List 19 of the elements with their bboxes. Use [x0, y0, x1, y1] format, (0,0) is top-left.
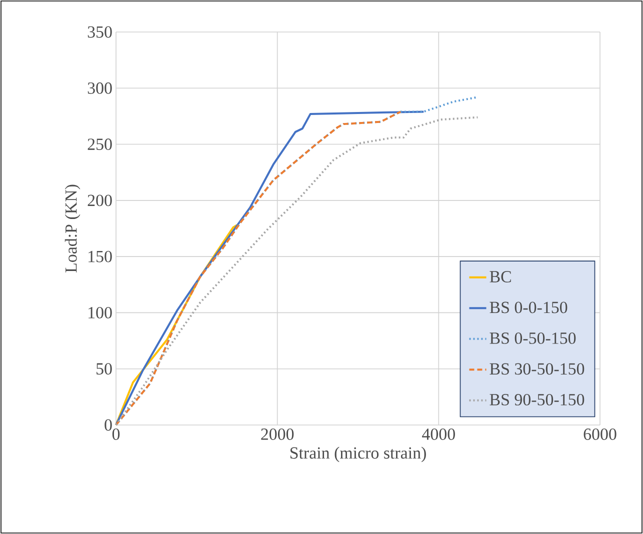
y-tick-label: 50	[96, 363, 112, 375]
x-tick-label: 2000	[261, 428, 294, 440]
legend-label: BC	[490, 271, 511, 282]
y-tick-label: 100	[88, 306, 112, 318]
y-tick-label: 350	[88, 26, 112, 38]
x-tick-label: 6000	[584, 428, 616, 440]
legend-label: BS 0-0-150	[490, 302, 568, 314]
y-tick-label: 150	[88, 250, 112, 262]
legend-label: BS 30-50-150	[490, 363, 584, 375]
y-tick-label: 200	[88, 194, 112, 206]
y-tick-label: 250	[88, 138, 112, 150]
y-tick-label: 300	[88, 82, 112, 94]
legend-label: BS 90-50-150	[490, 394, 584, 406]
x-axis-title: Strain (micro strain)	[290, 446, 426, 462]
y-tick-label: 0	[104, 419, 112, 431]
legend-label: BS 0-50-150	[490, 332, 576, 344]
x-tick-label: 4000	[422, 428, 455, 440]
x-tick-label: 0	[112, 428, 120, 440]
y-axis-title: Load:P (KN)	[64, 184, 80, 272]
